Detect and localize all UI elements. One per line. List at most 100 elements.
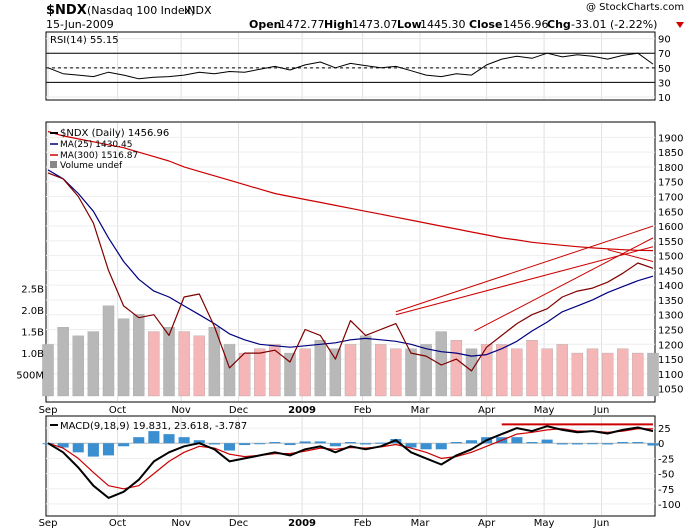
volume-bar — [117, 318, 130, 397]
axis-ticks: 90 70 50 30 10 1900 1850 1800 1750 1700 1650 1600 15… — [16, 35, 683, 511]
macd-histogram-bar — [375, 442, 387, 444]
macd-histogram-bar — [465, 440, 478, 444]
volume-bar — [299, 348, 311, 397]
rsi-tick-label: 10 — [658, 93, 671, 104]
month-label: Oct — [109, 405, 126, 416]
price-tick-label: 1600 — [658, 222, 683, 233]
open-value: 1472.77 — [279, 18, 325, 31]
volume-bar — [314, 339, 326, 397]
volume-bar — [435, 331, 447, 397]
volume-bar — [133, 314, 145, 397]
macd-histogram-bar — [420, 443, 432, 450]
macd-label: MACD(9,18,9) 19.831, — [60, 421, 171, 432]
volume-bar — [405, 348, 417, 397]
volume-bar — [193, 335, 205, 397]
volume-bar — [450, 339, 463, 397]
macd-line — [47, 425, 654, 499]
symbol: $NDX — [46, 3, 87, 18]
volume-bar — [344, 344, 357, 397]
price-tick-label: 1450 — [658, 266, 683, 277]
volume-bar — [496, 344, 508, 397]
macd-histogram-bar — [57, 443, 69, 448]
macd-histogram-bar — [556, 443, 568, 445]
volume-tick-label: 2.0B — [21, 306, 44, 317]
macd-histogram-bar — [284, 443, 296, 446]
volume-bar — [632, 352, 644, 397]
macd-signal-line — [47, 428, 654, 490]
volume-bar — [42, 344, 54, 397]
macd-histogram-bar — [87, 443, 99, 457]
volume-bar — [238, 352, 251, 397]
open-label: Open — [249, 18, 282, 31]
price-tick-label: 1650 — [658, 207, 683, 218]
month-label: 2009 — [288, 518, 316, 529]
macd-histogram-bar — [133, 437, 145, 444]
macd-tick-label: -75 — [658, 485, 674, 496]
volume-bar — [375, 344, 387, 397]
month-label: Apr — [478, 518, 496, 529]
macd-histogram-bar — [617, 442, 629, 444]
price-line — [47, 172, 654, 372]
rsi-line — [47, 52, 654, 80]
volume-bars — [42, 305, 659, 397]
price-tick-label: 1200 — [658, 340, 683, 351]
low-label: Low — [397, 18, 422, 31]
volume-bar — [163, 327, 175, 397]
month-label: Apr — [478, 405, 496, 416]
high-value: 1473.07 — [352, 18, 398, 31]
volume-tick-label: 1.5B — [21, 328, 44, 339]
macd-histogram-bar — [269, 442, 281, 444]
volume-bar — [571, 352, 584, 397]
macd-hist-label: -3.787 — [215, 421, 247, 432]
price-tick-label: 1350 — [658, 296, 683, 307]
volume-bar — [526, 339, 538, 397]
price-tick-label: 1550 — [658, 237, 683, 248]
legend-ma25: MA(25) 1430.45 — [60, 140, 132, 150]
legend-volume-swatch — [50, 161, 57, 168]
legend-ma300: MA(300) 1516.87 — [60, 151, 138, 161]
macd-histogram-bar — [299, 441, 311, 444]
close-label: Close — [469, 18, 502, 31]
macd-tick-label: 0 — [658, 439, 664, 450]
legend-price: $NDX (Daily) 1456.96 — [60, 128, 169, 139]
month-label: Feb — [354, 518, 372, 529]
volume-bar — [72, 335, 84, 397]
macd-tick-label: -50 — [658, 470, 674, 481]
volume-bar — [465, 348, 478, 397]
chg-label: Chg — [547, 18, 571, 31]
watermark: @ StockCharts.com — [586, 2, 684, 13]
month-label: Sep — [39, 405, 58, 416]
price-tick-label: 1800 — [658, 163, 683, 174]
month-label: 2009 — [288, 405, 316, 416]
low-value: 1445.30 — [420, 18, 466, 31]
macd-histogram-bar — [586, 443, 599, 445]
macd-histogram-bar — [360, 443, 372, 445]
rsi-tick-label: 50 — [658, 64, 671, 75]
macd-histogram-bar — [102, 443, 115, 456]
volume-bar — [511, 348, 523, 397]
high-label: High — [324, 18, 353, 31]
volume-tick-label: 500M — [16, 371, 44, 382]
legend-volume: Volume undef — [60, 161, 123, 171]
volume-bar — [148, 331, 160, 397]
macd-tick-label: -100 — [658, 500, 681, 511]
macd-signal-label: 23.618, — [174, 421, 212, 432]
ma25-line — [47, 169, 654, 357]
month-label: Nov — [171, 405, 191, 416]
series-lines — [47, 52, 654, 499]
exchange: INDX — [184, 4, 212, 17]
volume-bar — [223, 344, 236, 397]
month-label: Jun — [593, 518, 610, 529]
chg-value: -33.01 (-2.22%) — [571, 18, 657, 31]
month-label: Feb — [354, 405, 372, 416]
price-tick-label: 1500 — [658, 252, 683, 263]
macd-histogram-bar — [511, 437, 523, 444]
month-label: Nov — [171, 518, 191, 529]
month-label: Dec — [229, 518, 248, 529]
macd-histogram-bar — [571, 443, 583, 445]
trendline — [395, 246, 654, 316]
month-label: Jun — [593, 405, 610, 416]
trendlines — [395, 225, 654, 426]
volume-bar — [329, 348, 342, 397]
